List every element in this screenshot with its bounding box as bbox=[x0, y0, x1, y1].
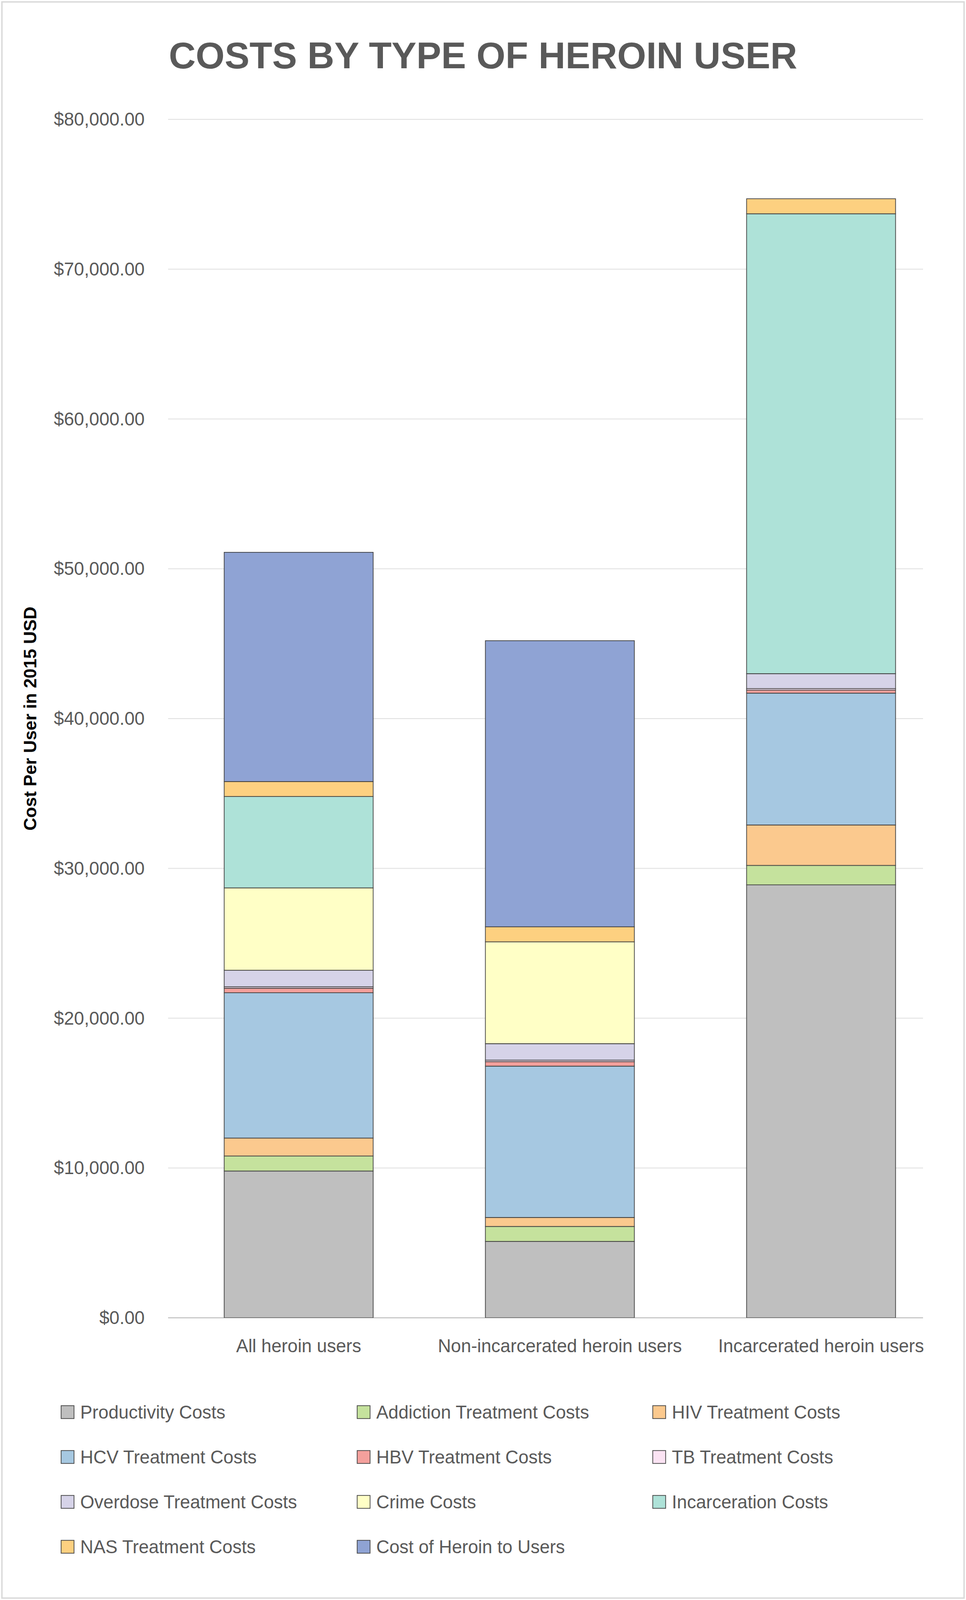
legend-swatch bbox=[357, 1405, 371, 1419]
legend-label: NAS Treatment Costs bbox=[80, 1537, 256, 1558]
legend-label: Cost of Heroin to Users bbox=[376, 1537, 565, 1558]
legend-swatch bbox=[357, 1540, 371, 1554]
legend-swatch bbox=[61, 1450, 75, 1464]
tick-label: $20,000.00 bbox=[53, 1008, 145, 1029]
tick-label: $10,000.00 bbox=[53, 1157, 145, 1179]
legend-swatch bbox=[357, 1495, 371, 1509]
bar-segment bbox=[224, 888, 374, 971]
bar-segment bbox=[224, 1156, 374, 1171]
bar-segment bbox=[485, 1043, 635, 1061]
bar-segment bbox=[485, 941, 635, 1044]
bar-segment bbox=[224, 1138, 374, 1157]
tick-label: $0.00 bbox=[99, 1307, 145, 1328]
legend-label: TB Treatment Costs bbox=[671, 1447, 834, 1468]
y-axis-label: Cost Per User in 2015 USD bbox=[20, 606, 41, 831]
legend-label: Productivity Costs bbox=[80, 1402, 226, 1423]
bar-segment bbox=[746, 673, 896, 689]
bar-segment bbox=[224, 988, 374, 993]
bar-segment bbox=[485, 1066, 635, 1218]
legend-swatch bbox=[652, 1450, 666, 1464]
legend-label: Overdose Treatment Costs bbox=[80, 1492, 298, 1513]
legend-swatch bbox=[652, 1495, 666, 1509]
chart: COSTS BY TYPE OF HEROIN USER $0.00 $10,000… bbox=[0, 0, 966, 1600]
bars bbox=[224, 198, 896, 1318]
bar-segment bbox=[485, 1217, 635, 1227]
title: COSTS BY TYPE OF HEROIN USER bbox=[168, 34, 797, 77]
legend-label: Crime Costs bbox=[376, 1492, 477, 1513]
category-label: Non-incarcerated heroin users bbox=[437, 1336, 682, 1357]
chart-frame bbox=[1, 1, 965, 1599]
bar-segment bbox=[485, 1241, 635, 1318]
bar-segment bbox=[746, 884, 896, 1318]
bar-segment bbox=[224, 970, 374, 988]
category-label: Incarcerated heroin users bbox=[718, 1336, 924, 1357]
tick-label: $80,000.00 bbox=[53, 109, 145, 130]
legend-swatch bbox=[61, 1495, 75, 1509]
legend-label: HBV Treatment Costs bbox=[376, 1447, 552, 1468]
bar-segment bbox=[224, 796, 374, 888]
bar-segment bbox=[746, 198, 896, 214]
bar-segment bbox=[224, 992, 374, 1138]
bar-segment bbox=[485, 640, 635, 927]
bar-segment bbox=[224, 1171, 374, 1318]
legend-label: HCV Treatment Costs bbox=[80, 1447, 257, 1468]
bar-segment bbox=[746, 865, 896, 885]
legend-swatch bbox=[652, 1405, 666, 1419]
bar-segment bbox=[485, 1226, 635, 1242]
bar-segment bbox=[746, 825, 896, 866]
legend-label: Incarceration Costs bbox=[671, 1492, 828, 1513]
bar-segment bbox=[224, 781, 374, 797]
tick-label: $40,000.00 bbox=[53, 708, 145, 729]
bar-segment bbox=[224, 552, 374, 782]
tick-label: $50,000.00 bbox=[53, 558, 145, 579]
legend-label: HIV Treatment Costs bbox=[671, 1402, 841, 1423]
category-label: All heroin users bbox=[236, 1336, 362, 1357]
tick-label: $70,000.00 bbox=[53, 259, 145, 280]
bar-segment bbox=[746, 198, 896, 200]
bar-segment bbox=[746, 213, 896, 674]
bar-segment bbox=[746, 690, 896, 693]
legend-swatch bbox=[61, 1405, 75, 1419]
tick-label: $30,000.00 bbox=[53, 858, 145, 879]
bar-segment bbox=[485, 1061, 635, 1066]
legend-swatch bbox=[357, 1450, 371, 1464]
legend-label: Addiction Treatment Costs bbox=[376, 1402, 590, 1423]
bar-segment bbox=[746, 693, 896, 826]
grid-line bbox=[168, 118, 924, 120]
legend-swatch bbox=[61, 1540, 75, 1554]
bar-segment bbox=[485, 926, 635, 942]
tick-label: $60,000.00 bbox=[53, 409, 145, 430]
